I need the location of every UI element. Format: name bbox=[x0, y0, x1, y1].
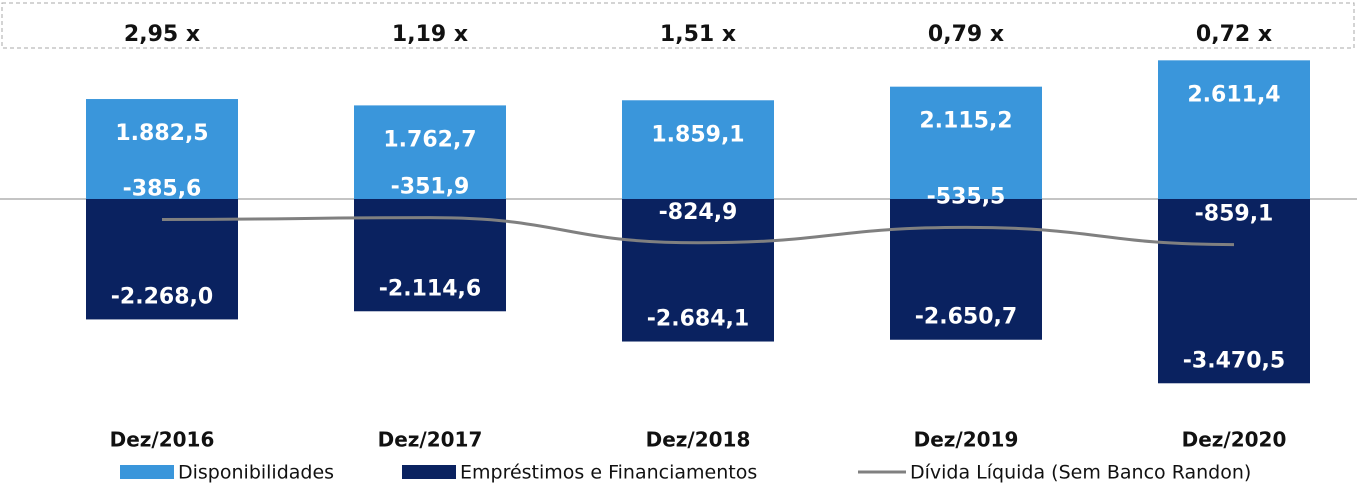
x-tick-label: Dez/2017 bbox=[378, 428, 483, 452]
x-tick-label: Dez/2020 bbox=[1182, 428, 1287, 452]
data-label: 2.611,4 bbox=[1187, 82, 1280, 107]
data-label: -3.470,5 bbox=[1183, 348, 1285, 373]
bar bbox=[622, 100, 774, 199]
data-label: 1.762,7 bbox=[383, 127, 476, 152]
data-label: 1.882,5 bbox=[115, 121, 208, 146]
x-tick-label: Dez/2016 bbox=[110, 428, 215, 452]
data-label: -385,6 bbox=[123, 176, 202, 201]
legend-swatch bbox=[402, 465, 456, 479]
x-tick-label: Dez/2019 bbox=[914, 428, 1019, 452]
bar bbox=[622, 198, 774, 342]
bar bbox=[86, 99, 238, 199]
data-label: -2.650,7 bbox=[915, 305, 1017, 330]
annotation: 0,72 x bbox=[1196, 22, 1272, 47]
data-label: 1.859,1 bbox=[651, 122, 744, 147]
data-label: -859,1 bbox=[1195, 202, 1274, 227]
annotation: 2,95 x bbox=[124, 22, 200, 47]
data-label: -2.114,6 bbox=[379, 276, 481, 301]
legend-swatch bbox=[120, 465, 174, 479]
data-label: -351,9 bbox=[391, 175, 470, 200]
annotation-box bbox=[1, 2, 1355, 49]
annotation: 1,51 x bbox=[660, 22, 736, 47]
bar bbox=[1158, 198, 1310, 384]
data-label: -2.684,1 bbox=[647, 307, 749, 332]
data-label: -535,5 bbox=[927, 184, 1006, 209]
legend-label: Disponibilidades bbox=[178, 462, 334, 484]
legend-label: Dívida Líquida (Sem Banco Randon) bbox=[910, 462, 1251, 484]
legend-label: Empréstimos e Financiamentos bbox=[460, 462, 757, 484]
x-tick-label: Dez/2018 bbox=[646, 428, 751, 452]
bar bbox=[354, 105, 506, 199]
line bbox=[161, 216, 1235, 247]
bar bbox=[890, 86, 1042, 199]
bar bbox=[890, 198, 1042, 340]
annotation: 0,79 x bbox=[928, 22, 1004, 47]
data-label: -824,9 bbox=[659, 200, 738, 225]
annotation: 1,19 x bbox=[392, 22, 468, 47]
bar bbox=[1158, 60, 1310, 199]
data-label: 2.115,2 bbox=[919, 109, 1012, 134]
data-label: -2.268,0 bbox=[111, 284, 213, 309]
